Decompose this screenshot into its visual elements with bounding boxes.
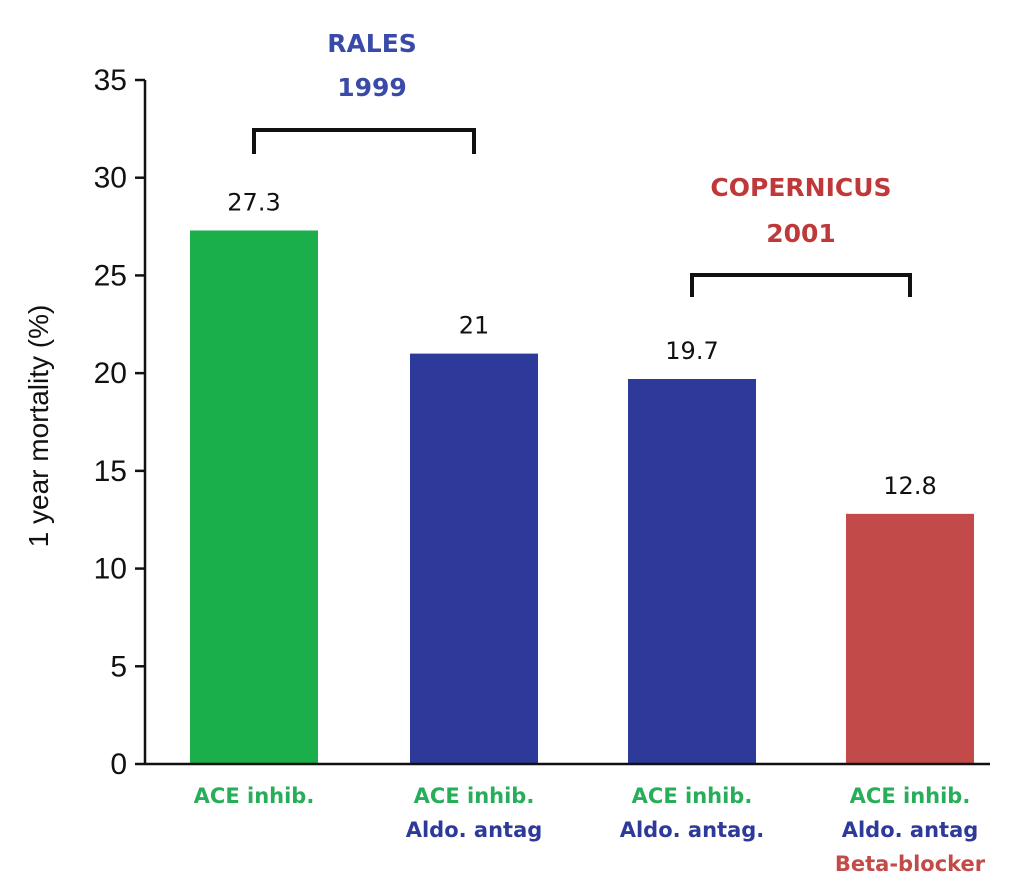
study-bracket-1 [252, 128, 476, 154]
data-labels-group: 27.3 21 19.7 12.8 [227, 188, 936, 499]
data-label-2: 21 [459, 312, 490, 340]
category-label-4-line-2: Aldo. antag [842, 818, 979, 842]
y-tick-label: 20 [94, 357, 127, 390]
bars-group [190, 230, 974, 765]
category-label-4-line-1: ACE inhib. [850, 784, 971, 808]
study-label-2-line-2: 2001 [766, 219, 836, 248]
y-tick-label: 35 [94, 64, 127, 97]
bar-3 [628, 379, 756, 764]
category-label-4-line-3: Beta-blocker [835, 852, 986, 876]
bar-2 [410, 353, 538, 764]
category-label-3-line-2: Aldo. antag. [620, 818, 765, 842]
y-tick-label: 25 [94, 259, 127, 292]
category-label-2-line-2: Aldo. antag [406, 818, 543, 842]
y-tick-label: 15 [94, 455, 127, 488]
study-annotations-group: RALES 1999 COPERNICUS 2001 [252, 29, 912, 297]
study-label-1-line-2: 1999 [337, 73, 407, 102]
y-tick-label: 10 [94, 553, 127, 586]
category-label-3-line-1: ACE inhib. [632, 784, 753, 808]
y-tick-label: 5 [110, 650, 127, 683]
data-label-4: 12.8 [883, 472, 936, 500]
study-label-2-line-1: COPERNICUS [710, 173, 891, 202]
bar-4 [846, 513, 974, 764]
y-axis-ticks: 0 5 10 15 20 25 30 35 [94, 64, 145, 781]
y-tick-label: 30 [94, 162, 127, 195]
y-tick-label: 0 [110, 748, 127, 781]
category-labels-group: ACE inhib. ACE inhib. Aldo. antag ACE inhib… [194, 784, 986, 876]
bar-1 [190, 230, 318, 765]
data-label-1: 27.3 [227, 188, 280, 216]
study-bracket-2 [690, 273, 912, 297]
category-label-2-line-1: ACE inhib. [414, 784, 535, 808]
data-label-3: 19.7 [665, 337, 718, 365]
y-axis-title: 1 year mortality (%) [23, 305, 54, 548]
category-label-1-line-1: ACE inhib. [194, 784, 315, 808]
study-label-1-line-1: RALES [327, 29, 417, 58]
